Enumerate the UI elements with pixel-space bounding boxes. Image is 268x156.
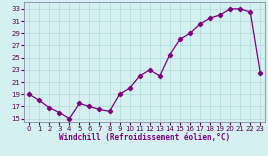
X-axis label: Windchill (Refroidissement éolien,°C): Windchill (Refroidissement éolien,°C) [59,133,230,142]
